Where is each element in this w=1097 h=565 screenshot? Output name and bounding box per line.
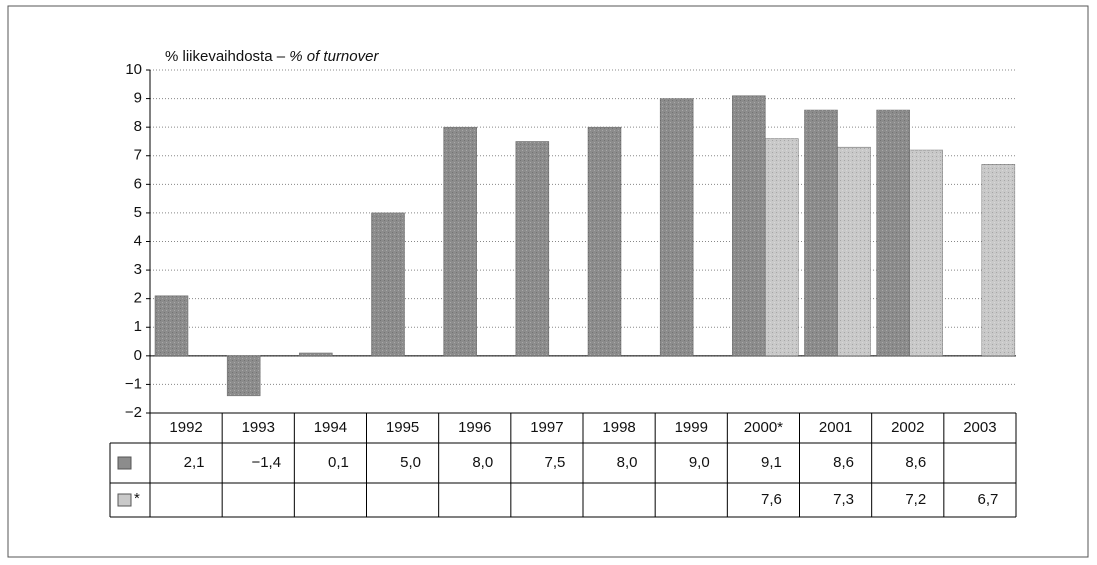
y-tick-label: 7 [134, 147, 142, 164]
y-tick-label: 8 [134, 118, 142, 135]
data-label: 7,6 [761, 491, 782, 508]
data-label: 8,0 [617, 454, 638, 471]
bar [659, 98, 694, 357]
x-tick-label: 1999 [675, 419, 708, 436]
y-tick-label: 0 [134, 347, 142, 364]
x-tick-label: 1993 [242, 419, 275, 436]
bar [765, 138, 799, 357]
chart-title: % liikevaihdosta – % of turnover [165, 48, 379, 65]
bar [226, 355, 261, 397]
bar [299, 352, 333, 357]
x-tick-label: 2001 [819, 419, 852, 436]
x-tick-label: 1998 [602, 419, 635, 436]
legend-swatch [117, 456, 132, 470]
data-label: 7,5 [544, 454, 565, 471]
bar [837, 146, 871, 357]
bar [515, 141, 550, 357]
y-tick-label: 4 [134, 232, 142, 249]
y-tick-label: −1 [125, 375, 142, 392]
bar [876, 109, 910, 357]
data-label: 0,1 [328, 454, 349, 471]
x-tick-label: 1995 [386, 419, 419, 436]
bar [154, 295, 189, 357]
y-tick-label: 5 [134, 204, 142, 221]
legend-label: * [134, 490, 140, 507]
x-tick-label: 2003 [963, 419, 996, 436]
x-tick-label: 1997 [530, 419, 563, 436]
data-label: 9,0 [689, 454, 710, 471]
x-tick-label: 1994 [314, 419, 347, 436]
y-tick-label: 1 [134, 318, 142, 335]
data-label: 9,1 [761, 454, 782, 471]
y-tick-label: 2 [134, 290, 142, 307]
data-label: 5,0 [400, 454, 421, 471]
bar [443, 126, 477, 357]
y-tick-label: 9 [134, 90, 142, 107]
data-label: 8,0 [472, 454, 493, 471]
data-label: 7,2 [905, 491, 926, 508]
data-label: 2,1 [184, 454, 205, 471]
title-fi: % liikevaihdosta – [165, 48, 286, 65]
title-en: % of turnover [289, 48, 379, 65]
x-tick-label: 1992 [169, 419, 202, 436]
data-label: 6,7 [977, 491, 998, 508]
y-tick-label: 3 [134, 261, 142, 278]
bar [732, 95, 766, 357]
data-label: 7,3 [833, 491, 854, 508]
legend-swatch [117, 493, 132, 507]
frame [7, 5, 1089, 558]
x-tick-label: 1996 [458, 419, 491, 436]
x-tick-label: 2000* [744, 419, 783, 436]
y-tick-label: 10 [125, 61, 142, 78]
y-tick-label: 6 [134, 175, 142, 192]
y-tick-label: −2 [125, 404, 142, 421]
data-label: 8,6 [905, 454, 926, 471]
data-label: 8,6 [833, 454, 854, 471]
bar [587, 126, 622, 357]
data-label: −1,4 [251, 454, 281, 471]
bar [981, 164, 1016, 357]
bar [804, 109, 838, 357]
bar [371, 212, 405, 357]
bar [909, 149, 943, 357]
x-tick-label: 2002 [891, 419, 924, 436]
